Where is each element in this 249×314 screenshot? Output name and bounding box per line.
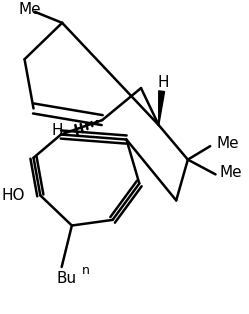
Polygon shape (159, 91, 165, 125)
Text: Bu: Bu (57, 271, 77, 286)
Text: Me: Me (18, 2, 41, 17)
Text: n: n (82, 264, 89, 277)
Text: H: H (51, 123, 63, 138)
Text: Me: Me (217, 137, 240, 151)
Text: HO: HO (1, 188, 25, 203)
Text: H: H (157, 75, 169, 90)
Text: Me: Me (219, 165, 242, 180)
